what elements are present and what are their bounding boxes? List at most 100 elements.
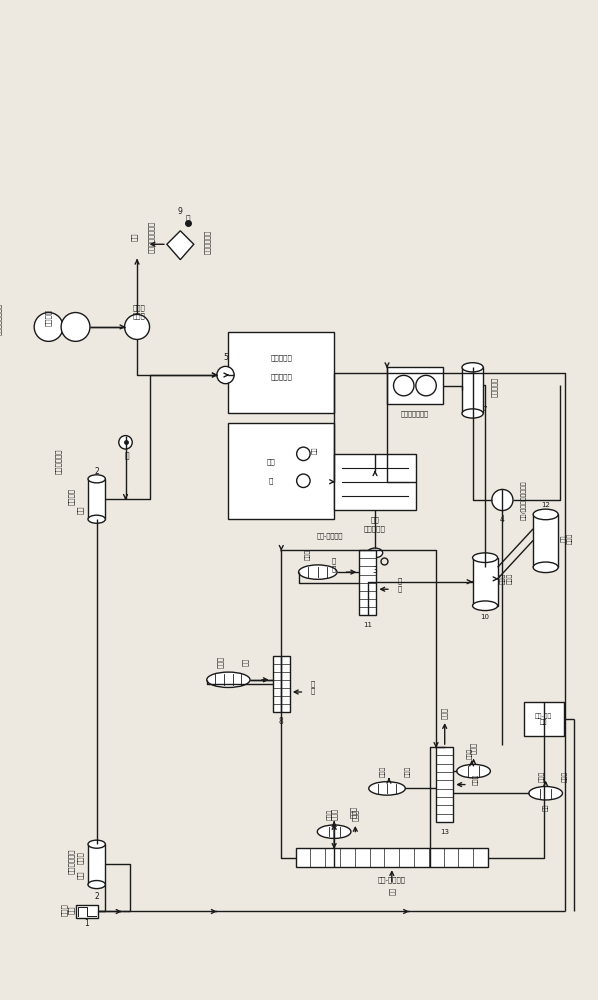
Bar: [77, 905, 97, 918]
Text: 排放气至燃料系统: 排放气至燃料系统: [148, 221, 155, 253]
Text: 气液分离器: 气液分离器: [492, 377, 498, 397]
Text: 冷却水: 冷却水: [467, 748, 472, 759]
Ellipse shape: [207, 672, 250, 687]
Text: 排放气至燃料系统: 排放气至燃料系统: [0, 303, 2, 335]
Text: 9: 9: [178, 207, 183, 216]
Text: 8: 8: [279, 717, 283, 726]
Circle shape: [416, 375, 437, 396]
Bar: [88, 844, 105, 885]
Bar: [334, 454, 416, 510]
Text: 氨: 氨: [125, 451, 130, 460]
Ellipse shape: [369, 782, 405, 795]
Text: 进料预热器: 进料预热器: [270, 355, 292, 361]
Polygon shape: [167, 231, 194, 260]
Text: 13: 13: [440, 829, 449, 835]
Ellipse shape: [462, 409, 483, 418]
Text: 循环: 循环: [266, 458, 275, 465]
Text: 轻组分: 轻组分: [350, 806, 356, 818]
Bar: [273, 656, 290, 712]
Text: 热油: 热油: [371, 516, 379, 523]
Text: 氨汽化器: 氨汽化器: [45, 309, 52, 326]
Text: 粗叔丁
胺储罐: 粗叔丁 胺储罐: [500, 573, 512, 584]
Ellipse shape: [367, 548, 383, 558]
Text: 蒸汽: 蒸汽: [77, 505, 84, 514]
Text: 压缩机: 压缩机: [133, 312, 145, 319]
Ellipse shape: [88, 881, 105, 889]
Text: 氨循环: 氨循环: [133, 304, 145, 311]
Text: 冷却水: 冷却水: [539, 770, 545, 782]
Circle shape: [393, 375, 414, 396]
Text: 异丁烯汽化器: 异丁烯汽化器: [55, 449, 62, 474]
Bar: [88, 479, 105, 519]
Ellipse shape: [472, 553, 498, 562]
Text: 叔丁胺: 叔丁胺: [470, 742, 477, 754]
Bar: [472, 558, 498, 606]
Bar: [436, 747, 453, 822]
Ellipse shape: [298, 565, 337, 579]
Text: 10: 10: [481, 614, 490, 620]
Text: 叔丁-蒸馏
压塔: 叔丁-蒸馏 压塔: [535, 713, 553, 725]
Text: 7: 7: [483, 406, 487, 412]
Text: 叔丁-胺蒸馏塔: 叔丁-胺蒸馏塔: [378, 876, 406, 883]
Text: 3: 3: [373, 566, 377, 575]
Circle shape: [492, 489, 513, 511]
Bar: [387, 367, 443, 404]
Text: 冷却水: 冷却水: [331, 808, 337, 820]
Text: 进料/反应产物热交换器: 进料/反应产物热交换器: [521, 480, 526, 520]
Text: 冷却水: 冷却水: [328, 809, 333, 820]
Ellipse shape: [533, 509, 558, 520]
Ellipse shape: [457, 764, 490, 778]
Ellipse shape: [318, 825, 351, 838]
Bar: [462, 367, 483, 413]
Text: 蒸汽: 蒸汽: [77, 871, 84, 879]
Text: 排放: 排放: [131, 232, 138, 241]
Text: 异丁烯汽化器: 异丁烯汽化器: [68, 849, 75, 874]
Bar: [523, 702, 564, 736]
Bar: [228, 332, 334, 413]
Text: 蒸汽: 蒸汽: [312, 446, 318, 454]
Ellipse shape: [472, 601, 498, 611]
Circle shape: [217, 366, 234, 384]
Text: 2: 2: [94, 892, 99, 901]
Text: 12: 12: [541, 502, 550, 508]
Text: 叔丁
胺储罐: 叔丁 胺储罐: [561, 533, 573, 544]
Circle shape: [119, 436, 132, 449]
Text: 2: 2: [94, 467, 99, 476]
Ellipse shape: [88, 475, 105, 483]
Text: 火焰加热炉: 火焰加热炉: [364, 526, 386, 532]
Text: 异丁烯: 异丁烯: [60, 903, 68, 916]
Text: 氨汽化器: 氨汽化器: [68, 488, 75, 505]
Text: 4: 4: [500, 515, 505, 524]
Text: 水: 水: [186, 215, 190, 224]
Text: 冷却水: 冷却水: [474, 774, 479, 785]
Ellipse shape: [533, 562, 558, 573]
Text: 冷凝液: 冷凝液: [306, 549, 311, 560]
Ellipse shape: [88, 515, 105, 523]
Text: 蒸汽: 蒸汽: [68, 905, 75, 914]
Text: 叔丁-胺蒸馏塔: 叔丁-胺蒸馏塔: [316, 532, 343, 539]
Text: 叔丁胺: 叔丁胺: [441, 707, 448, 719]
Text: 异丁烯: 异丁烯: [77, 851, 84, 864]
Text: 1: 1: [85, 919, 90, 928]
Circle shape: [297, 474, 310, 488]
Circle shape: [297, 447, 310, 461]
Text: 蒸
汽: 蒸 汽: [311, 680, 315, 694]
Text: 重组分: 重组分: [562, 770, 568, 782]
Text: 蒸汽: 蒸汽: [389, 887, 395, 895]
Text: 蒸汽: 蒸汽: [543, 804, 548, 811]
Text: 冷却水: 冷却水: [380, 765, 386, 777]
Bar: [533, 514, 558, 567]
Ellipse shape: [529, 787, 563, 800]
Ellipse shape: [88, 840, 105, 848]
Text: 蒸
汽: 蒸 汽: [398, 577, 402, 592]
Text: 氨氢混合气: 氨氢混合气: [270, 373, 292, 380]
Text: 5: 5: [223, 353, 228, 362]
Text: 水: 水: [269, 477, 273, 484]
Text: 排放气洗涤器: 排放气洗涤器: [204, 230, 210, 254]
Circle shape: [34, 313, 63, 341]
Text: 冷却水: 冷却水: [218, 656, 224, 668]
Text: 11: 11: [364, 622, 373, 628]
Text: 反应产物冷却器: 反应产物冷却器: [401, 410, 429, 417]
Circle shape: [61, 313, 90, 341]
Text: 蒸
汽: 蒸 汽: [332, 557, 336, 572]
